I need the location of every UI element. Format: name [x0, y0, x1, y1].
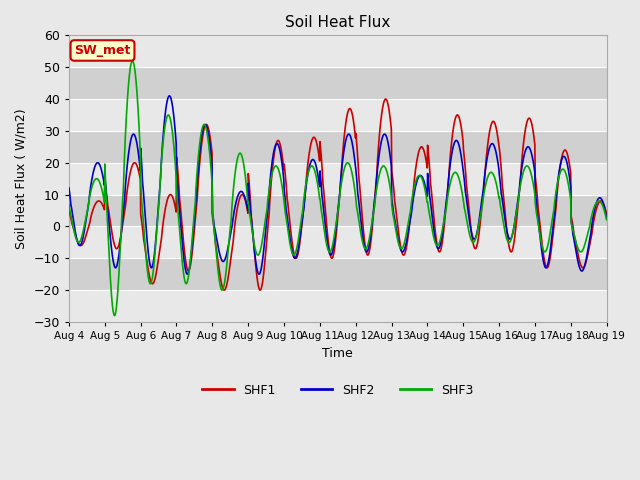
SHF3: [540, 247, 547, 253]
SHF2: [65, 185, 73, 191]
SHF1: [65, 208, 73, 214]
SHF2: [603, 215, 611, 221]
SHF3: [246, 209, 253, 215]
SHF3: [422, 190, 429, 196]
Bar: [69, 131, 607, 163]
SHF3: [492, 180, 500, 185]
Bar: [69, 258, 607, 290]
SHF1: [603, 211, 611, 217]
SHF3: [129, 58, 136, 64]
SHF1: [540, 252, 547, 257]
Y-axis label: Soil Heat Flux ( W/m2): Soil Heat Flux ( W/m2): [15, 108, 28, 249]
Bar: [69, 99, 607, 131]
SHF3: [65, 202, 73, 207]
Line: SHF3: SHF3: [69, 61, 607, 315]
SHF1: [221, 287, 228, 293]
Legend: SHF1, SHF2, SHF3: SHF1, SHF2, SHF3: [197, 379, 478, 402]
SHF3: [186, 268, 193, 274]
SHF1: [185, 268, 193, 274]
Bar: [69, 194, 607, 227]
Bar: [69, 227, 607, 258]
SHF2: [422, 185, 429, 191]
SHF1: [172, 205, 179, 211]
SHF2: [185, 268, 193, 274]
SHF3: [603, 217, 611, 223]
SHF2: [166, 93, 173, 99]
SHF1: [422, 156, 429, 161]
SHF2: [172, 135, 180, 141]
Line: SHF1: SHF1: [69, 99, 607, 290]
Bar: [69, 163, 607, 194]
SHF2: [492, 149, 500, 155]
SHF1: [245, 179, 253, 185]
SHF1: [492, 124, 500, 130]
SHF3: [172, 174, 180, 180]
X-axis label: Time: Time: [323, 347, 353, 360]
SHF2: [255, 271, 263, 277]
Bar: [69, 67, 607, 99]
SHF2: [540, 259, 547, 264]
Title: Soil Heat Flux: Soil Heat Flux: [285, 15, 390, 30]
Line: SHF2: SHF2: [69, 96, 607, 274]
SHF1: [382, 96, 390, 102]
Bar: [69, 290, 607, 322]
SHF3: [111, 312, 118, 318]
Text: SW_met: SW_met: [74, 44, 131, 57]
SHF2: [245, 189, 253, 195]
Bar: [69, 36, 607, 67]
